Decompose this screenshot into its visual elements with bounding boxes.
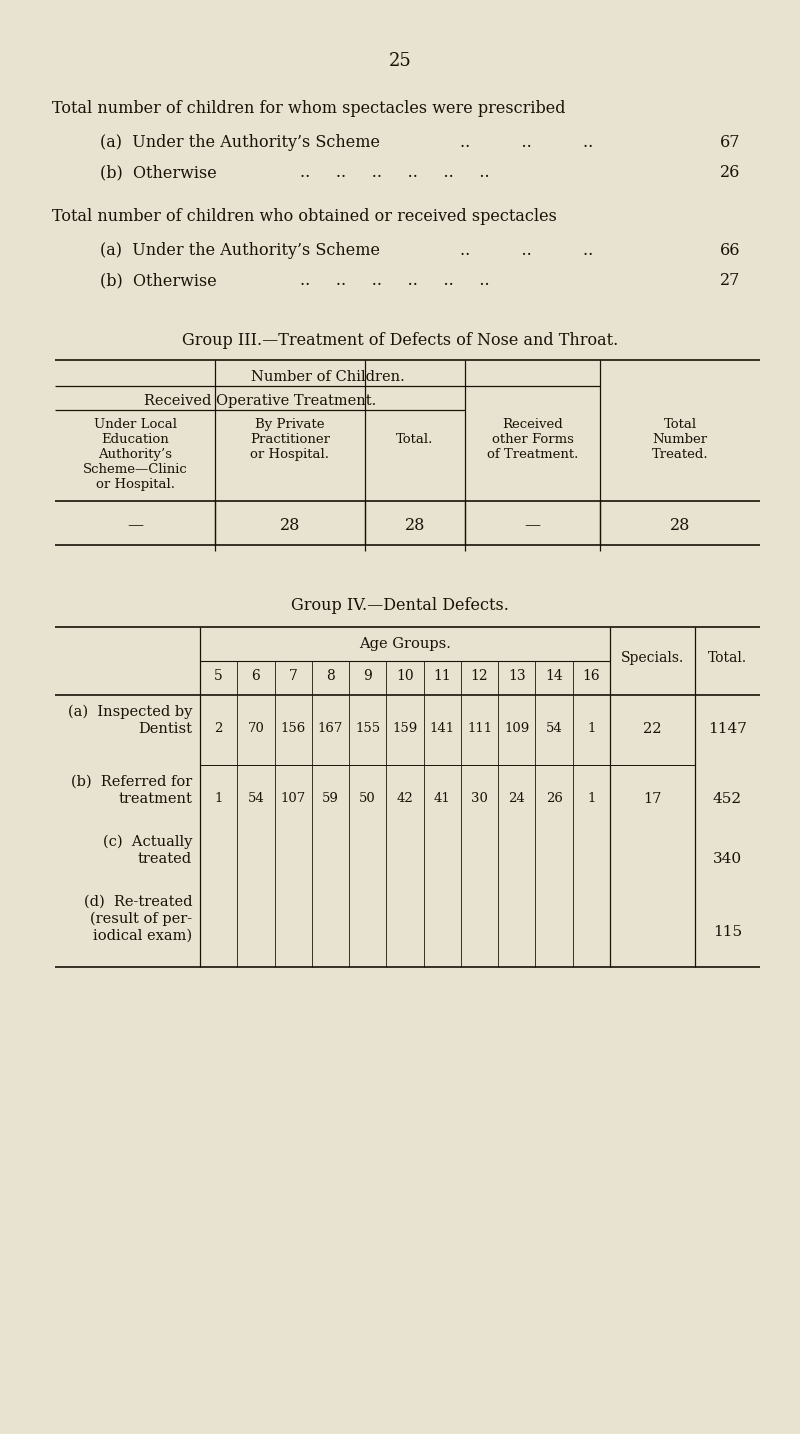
Text: Specials.: Specials. [621,651,684,665]
Text: 141: 141 [430,721,455,736]
Text: 2: 2 [214,721,223,736]
Text: Group IV.—Dental Defects.: Group IV.—Dental Defects. [291,597,509,614]
Text: Number of Children.: Number of Children. [250,370,404,384]
Text: Received Operative Treatment.: Received Operative Treatment. [144,394,376,409]
Text: treated: treated [138,852,192,866]
Text: 26: 26 [546,792,562,804]
Text: (a)  Under the Authority’s Scheme: (a) Under the Authority’s Scheme [100,242,380,260]
Text: Total.: Total. [708,651,747,665]
Text: (c)  Actually: (c) Actually [102,835,192,849]
Text: 28: 28 [405,518,425,533]
Text: Authority’s: Authority’s [98,447,172,460]
Text: 14: 14 [546,670,563,683]
Text: 22: 22 [643,721,662,736]
Text: 1: 1 [214,792,223,804]
Text: 167: 167 [318,721,343,736]
Text: or Hospital.: or Hospital. [250,447,330,460]
Text: 452: 452 [713,792,742,806]
Text: 156: 156 [281,721,306,736]
Text: or Hospital.: or Hospital. [95,478,174,490]
Text: 24: 24 [509,792,525,804]
Text: 16: 16 [582,670,600,683]
Text: (b)  Otherwise: (b) Otherwise [100,163,217,181]
Text: Practitioner: Practitioner [250,433,330,446]
Text: 67: 67 [719,133,740,151]
Text: 25: 25 [389,52,411,70]
Text: Treated.: Treated. [652,447,708,460]
Text: 155: 155 [355,721,380,736]
Text: —: — [127,518,143,533]
Text: 27: 27 [720,272,740,290]
Text: Total.: Total. [396,433,434,446]
Text: iodical exam): iodical exam) [93,929,192,944]
Text: 6: 6 [251,670,260,683]
Text: Under Local: Under Local [94,417,177,432]
Text: 70: 70 [247,721,264,736]
Text: ..     ..     ..     ..     ..     ..: .. .. .. .. .. .. [300,163,490,181]
Text: 340: 340 [713,852,742,866]
Text: 28: 28 [670,518,690,533]
Text: 42: 42 [397,792,414,804]
Text: Dentist: Dentist [138,721,192,736]
Text: 115: 115 [713,925,742,939]
Text: Number: Number [653,433,707,446]
Text: 30: 30 [471,792,488,804]
Text: 41: 41 [434,792,450,804]
Text: treatment: treatment [118,792,192,806]
Text: 66: 66 [719,242,740,260]
Text: 109: 109 [504,721,530,736]
Text: 7: 7 [289,670,298,683]
Text: other Forms: other Forms [491,433,574,446]
Text: 9: 9 [363,670,372,683]
Text: (d)  Re-treated: (d) Re-treated [83,895,192,909]
Text: 17: 17 [643,792,662,806]
Text: By Private: By Private [255,417,325,432]
Text: (a)  Inspected by: (a) Inspected by [68,706,192,720]
Text: of Treatment.: of Treatment. [487,447,578,460]
Text: Age Groups.: Age Groups. [359,637,451,651]
Text: Received: Received [502,417,563,432]
Text: (b)  Referred for: (b) Referred for [70,774,192,789]
Text: Education: Education [101,433,169,446]
Text: 59: 59 [322,792,339,804]
Text: 54: 54 [546,721,562,736]
Text: 1: 1 [587,792,595,804]
Text: 111: 111 [467,721,492,736]
Text: 159: 159 [392,721,418,736]
Text: ..          ..          ..: .. .. .. [460,133,594,151]
Text: 11: 11 [434,670,451,683]
Text: Total number of children who obtained or received spectacles: Total number of children who obtained or… [52,208,557,225]
Text: 5: 5 [214,670,223,683]
Text: Scheme—Clinic: Scheme—Clinic [82,463,187,476]
Text: 1: 1 [587,721,595,736]
Text: 12: 12 [470,670,488,683]
Text: 10: 10 [396,670,414,683]
Text: 28: 28 [280,518,300,533]
Text: Group III.—Treatment of Defects of Nose and Throat.: Group III.—Treatment of Defects of Nose … [182,333,618,348]
Text: 1147: 1147 [708,721,747,736]
Text: (a)  Under the Authority’s Scheme: (a) Under the Authority’s Scheme [100,133,380,151]
Text: Total: Total [663,417,697,432]
Text: ..     ..     ..     ..     ..     ..: .. .. .. .. .. .. [300,272,490,290]
Text: (b)  Otherwise: (b) Otherwise [100,272,217,290]
Text: 8: 8 [326,670,335,683]
Text: Total number of children for whom spectacles were prescribed: Total number of children for whom specta… [52,100,566,118]
Text: 26: 26 [720,163,740,181]
Text: 13: 13 [508,670,526,683]
Text: 107: 107 [281,792,306,804]
Text: —: — [525,518,541,533]
Text: 54: 54 [247,792,264,804]
Text: (result of per-: (result of per- [90,912,192,926]
Text: ..          ..          ..: .. .. .. [460,242,594,260]
Text: 50: 50 [359,792,376,804]
